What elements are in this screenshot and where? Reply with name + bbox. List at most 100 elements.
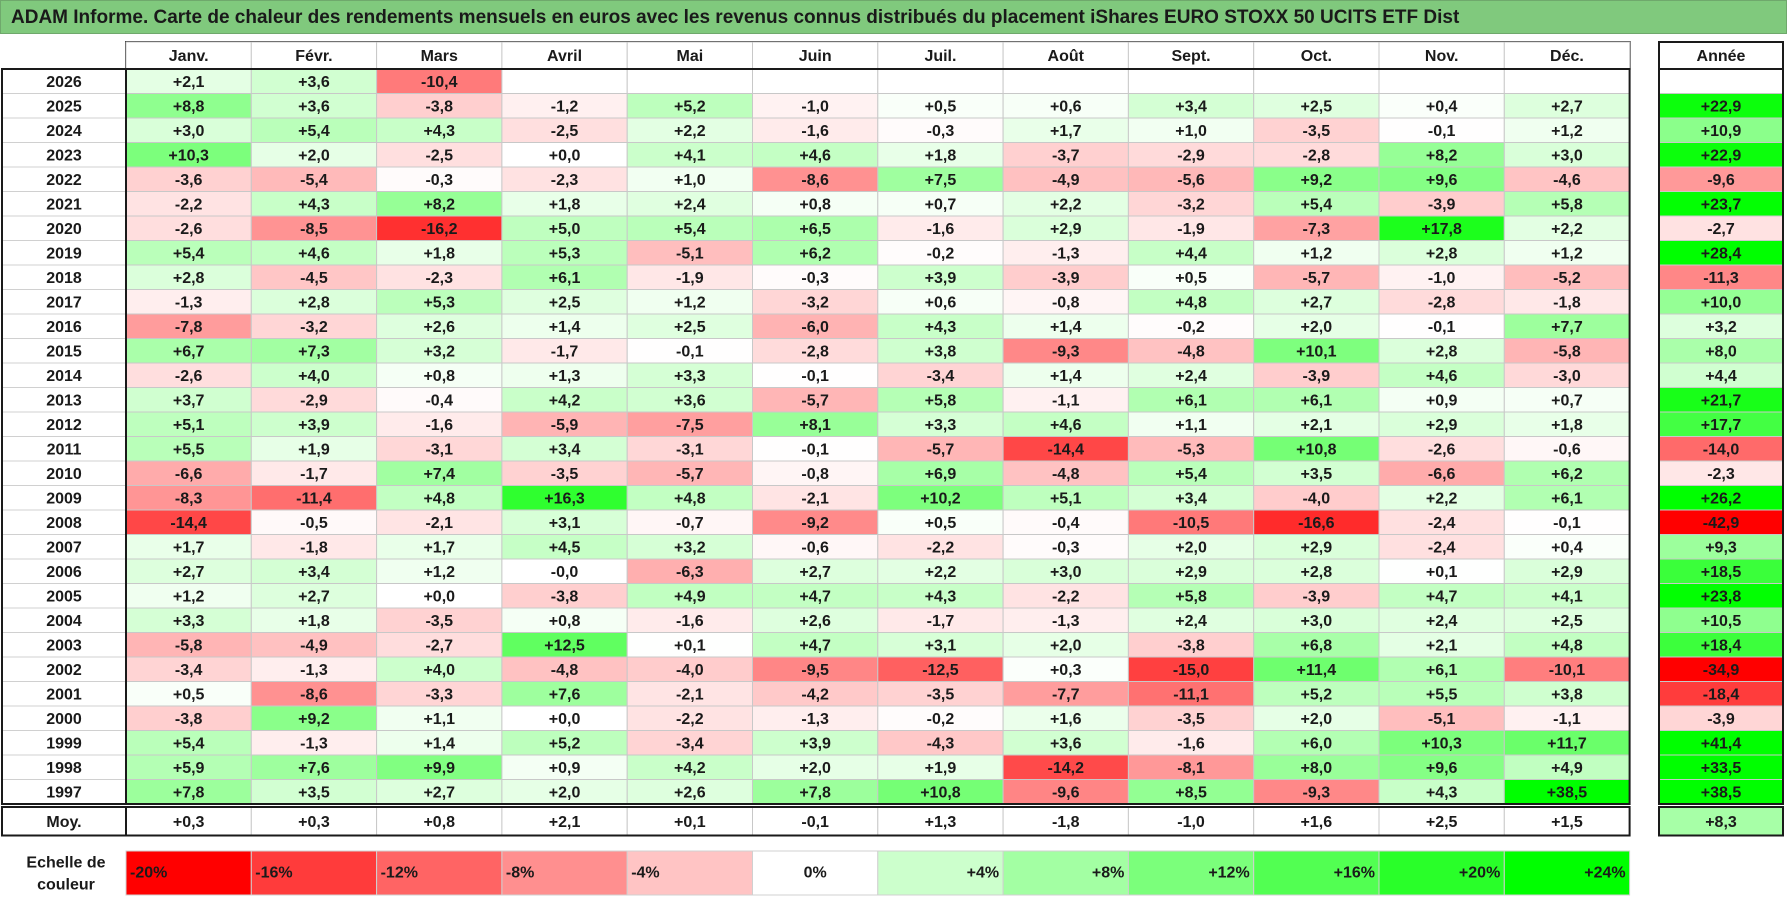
year-label: 2024 (46, 123, 82, 140)
month-header-0: Janv. (169, 48, 209, 65)
cell-value: -1,8 (1553, 294, 1581, 311)
annual-value: +18,4 (1701, 637, 1742, 654)
cell-value: -4,8 (1052, 466, 1080, 483)
cell-value: -0,1 (1553, 515, 1581, 532)
cell-value: -0,4 (425, 392, 453, 409)
cell-value: -4,9 (1052, 172, 1080, 189)
month-header-cell (1253, 41, 1380, 70)
average-cell (1378, 806, 1505, 836)
cell-value: +2,0 (549, 784, 581, 801)
cell-value: -1,2 (551, 98, 579, 115)
heatmap-cell (626, 534, 754, 560)
year-label: 2015 (46, 343, 82, 360)
cell-value: +2,8 (1426, 245, 1458, 262)
average-cell (1002, 806, 1129, 836)
year-label: 2005 (46, 588, 82, 605)
cell-value: +1,7 (1050, 123, 1082, 140)
annual-cell (1658, 681, 1784, 707)
annual-value: +10,5 (1701, 613, 1742, 630)
cell-value: +5,1 (173, 417, 205, 434)
cell-value: +3,0 (173, 123, 205, 140)
year-label: 1999 (46, 735, 82, 752)
annual-cell (1658, 338, 1784, 364)
heatmap-cell (1253, 240, 1380, 266)
cell-value: +3,6 (1050, 735, 1082, 752)
cell-value: +10,2 (920, 490, 961, 507)
month-header-cell (877, 41, 1004, 70)
heatmap-cell (1127, 485, 1255, 511)
cell-value: -5,3 (1177, 441, 1205, 458)
year-label: 2012 (46, 417, 82, 434)
heatmap-cell (1253, 534, 1380, 560)
cell-value: -2,8 (1303, 147, 1331, 164)
year-label: 2011 (47, 441, 82, 458)
heatmap-cell (1127, 117, 1255, 143)
cell-value: +2,5 (1301, 98, 1333, 115)
cell-value: -0,3 (1052, 539, 1080, 556)
heatmap-cell (125, 656, 252, 682)
heatmap-cell (501, 730, 628, 756)
month-header-10: Nov. (1425, 48, 1458, 65)
annual-value: +9,3 (1705, 539, 1737, 556)
cell-value: +2,9 (1426, 417, 1458, 434)
annual-value: -34,9 (1703, 662, 1740, 679)
average-value: +0,3 (298, 814, 330, 831)
cell-value: -11,1 (1173, 686, 1209, 703)
cell-value: -5,7 (927, 441, 955, 458)
cell-value: -3,5 (425, 613, 453, 630)
cell-value: +7,8 (173, 784, 205, 801)
heatmap-cell (626, 68, 754, 94)
cell-value: +4,5 (549, 539, 581, 556)
cell-value: +10,1 (1296, 343, 1337, 360)
heatmap-cell (1002, 215, 1129, 241)
cell-value: -1,3 (300, 735, 328, 752)
cell-value: +5,4 (173, 735, 205, 752)
scale-step-label: -16% (255, 865, 292, 882)
heatmap-cell (1127, 607, 1255, 633)
cell-value: +3,3 (674, 368, 706, 385)
cell-value: +2,0 (1050, 637, 1082, 654)
cell-value: +1,8 (925, 147, 957, 164)
heatmap-cell (250, 509, 378, 535)
cell-value: -9,3 (1052, 343, 1080, 360)
cell-value: +3,9 (925, 270, 957, 287)
cell-value: -4,0 (676, 662, 704, 679)
heatmap-cell (1253, 607, 1380, 633)
cell-value: +0,1 (1426, 564, 1458, 581)
annual-column-border (1658, 68, 1784, 805)
cell-value: +7,6 (549, 686, 581, 703)
heatmap-cell (1378, 166, 1505, 192)
heatmap-cell (1002, 142, 1129, 168)
month-header-cell (752, 41, 879, 70)
scale-step-label: +16% (1334, 865, 1375, 882)
cell-value: -7,8 (175, 319, 203, 336)
annual-cell (1658, 460, 1784, 486)
heatmap-cell (125, 509, 252, 535)
heatmap-cell (752, 705, 879, 731)
cell-value: -2,5 (425, 147, 453, 164)
annual-value: +38,5 (1701, 784, 1742, 801)
annual-cell (1658, 436, 1784, 462)
cell-value: +0,5 (173, 686, 205, 703)
cell-value: +4,1 (674, 147, 706, 164)
cell-value: -2,2 (1052, 588, 1080, 605)
average-value: +0,3 (173, 814, 205, 831)
cell-value: +1,2 (173, 588, 205, 605)
cell-value: +1,8 (549, 196, 581, 213)
cell-value: +5,4 (1301, 196, 1333, 213)
cell-value: +2,8 (1301, 564, 1333, 581)
heatmap-cell (250, 117, 378, 143)
year-label-cell (1, 191, 127, 217)
cell-value: +2,0 (298, 147, 330, 164)
cell-value: +0,7 (1551, 392, 1583, 409)
heatmap-cell (1002, 779, 1129, 805)
cell-value: +8,1 (799, 417, 831, 434)
year-label: 2020 (46, 221, 82, 238)
cell-value: -4,8 (551, 662, 579, 679)
cell-value: +3,5 (1301, 466, 1333, 483)
year-label: 1998 (46, 760, 82, 777)
year-label: 2022 (46, 172, 82, 189)
cell-value: +4,6 (1050, 417, 1082, 434)
heatmap-cell (1378, 68, 1505, 94)
chart-title: ADAM Informe. Carte de chaleur des rende… (11, 7, 1460, 28)
